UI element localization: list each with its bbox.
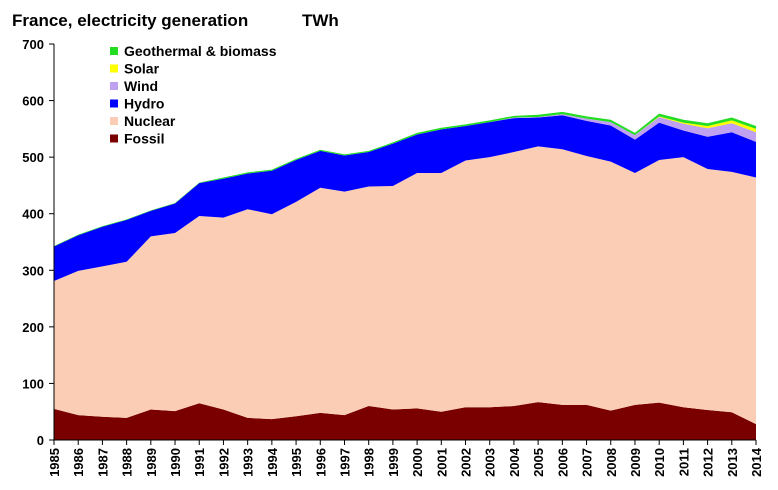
legend-label: Geothermal & biomass bbox=[124, 43, 277, 59]
legend-swatch bbox=[110, 64, 118, 73]
x-tick-label: 1999 bbox=[386, 448, 401, 477]
x-tick-label: 2006 bbox=[555, 448, 570, 477]
x-tick-label: 2013 bbox=[725, 448, 740, 477]
legend-swatch bbox=[110, 117, 118, 125]
legend-label: Nuclear bbox=[124, 113, 176, 129]
x-tick-label: 1989 bbox=[144, 448, 159, 477]
y-tick-label: 100 bbox=[22, 376, 44, 391]
x-tick-label: 2004 bbox=[507, 447, 522, 477]
x-tick-label: 1994 bbox=[265, 447, 280, 477]
chart-title: France, electricity generation bbox=[12, 11, 248, 30]
x-tick-label: 1991 bbox=[192, 448, 207, 477]
x-tick-label: 2005 bbox=[531, 448, 546, 477]
x-axis-ticks: 1985 1986 1987 1988 1989 1990 1991 1992 1993 1994… bbox=[47, 440, 764, 477]
area-fossil bbox=[54, 402, 756, 440]
y-tick-label: 400 bbox=[22, 207, 44, 222]
x-tick-label: 1987 bbox=[95, 448, 110, 477]
legend-swatch bbox=[110, 99, 118, 108]
y-axis-ticks: 0 100 200 300 400 500 600 700 bbox=[22, 37, 54, 448]
x-tick-label: 2011 bbox=[676, 448, 691, 476]
x-tick-label: 2014 bbox=[749, 447, 764, 477]
x-tick-label: 1995 bbox=[289, 448, 304, 477]
x-tick-label: 1988 bbox=[120, 448, 135, 477]
x-tick-label: 2000 bbox=[410, 448, 425, 477]
x-tick-label: 1990 bbox=[168, 448, 183, 477]
y-tick-label: 200 bbox=[22, 320, 44, 335]
x-tick-label: 2012 bbox=[701, 448, 716, 477]
x-tick-label: 1997 bbox=[337, 448, 352, 477]
area-hydro bbox=[54, 115, 756, 282]
chart-unit: TWh bbox=[302, 11, 339, 30]
legend-swatch bbox=[110, 134, 118, 143]
y-tick-label: 600 bbox=[22, 94, 44, 109]
area-wind bbox=[54, 114, 756, 247]
legend-swatch bbox=[110, 82, 118, 90]
x-tick-label: 1985 bbox=[47, 448, 62, 477]
legend-label: Solar bbox=[124, 61, 160, 77]
x-tick-label: 2001 bbox=[434, 448, 449, 477]
legend-label: Hydro bbox=[124, 96, 164, 112]
x-tick-label: 2009 bbox=[628, 448, 643, 477]
x-tick-label: 2003 bbox=[483, 448, 498, 477]
x-tick-label: 2002 bbox=[459, 448, 474, 477]
y-tick-label: 700 bbox=[22, 37, 44, 52]
x-tick-label: 2010 bbox=[652, 448, 667, 477]
legend-label: Fossil bbox=[124, 131, 164, 147]
area-geothermal-biomass bbox=[54, 111, 756, 247]
legend-label: Wind bbox=[124, 78, 158, 94]
x-tick-label: 2007 bbox=[580, 448, 595, 477]
x-tick-label: 1986 bbox=[71, 448, 86, 477]
legend-swatch bbox=[110, 47, 118, 55]
x-tick-label: 2008 bbox=[604, 448, 619, 477]
y-tick-label: 0 bbox=[37, 433, 44, 448]
x-tick-label: 1996 bbox=[313, 448, 328, 477]
y-tick-label: 300 bbox=[22, 263, 44, 278]
area-layers bbox=[54, 111, 756, 440]
x-tick-label: 1998 bbox=[362, 448, 377, 477]
y-tick-label: 500 bbox=[22, 150, 44, 165]
x-tick-label: 1992 bbox=[216, 448, 231, 477]
x-tick-label: 1993 bbox=[241, 448, 256, 477]
area-nuclear bbox=[54, 146, 756, 425]
axes bbox=[53, 44, 756, 441]
